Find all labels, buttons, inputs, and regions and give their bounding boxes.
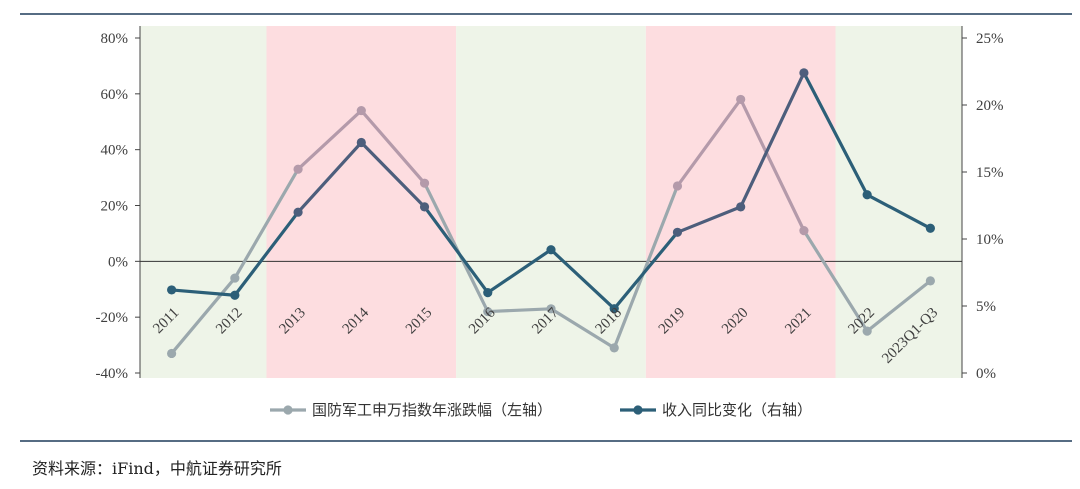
revenue-growth-point — [925, 223, 935, 233]
shaded-band-3 — [645, 26, 836, 378]
index-change-segment — [233, 167, 300, 280]
revenue-growth-point — [736, 202, 746, 212]
index-change-point — [419, 178, 430, 188]
right-axis: 25% 20% 15% 10% 5% 0% — [961, 26, 1004, 382]
right-tick-label: 20% — [976, 98, 1004, 114]
index-change-segment — [170, 276, 237, 356]
left-tick-label: 40% — [101, 143, 129, 159]
left-tick-label: 0% — [108, 254, 128, 270]
revenue-growth-point — [167, 285, 177, 295]
index-change-point — [609, 343, 619, 353]
index-change-point — [799, 226, 809, 236]
index-change-point — [167, 348, 177, 359]
revenue-growth-segment — [422, 205, 490, 295]
index-change-point — [293, 164, 303, 174]
left-tick-label: -20% — [96, 310, 129, 326]
legend-label: 国防军工申万指数年涨跌幅（左轴） — [312, 401, 552, 419]
shaded-band-2 — [456, 26, 646, 378]
index-change-point — [356, 105, 366, 116]
revenue-growth-segment — [233, 210, 300, 297]
index-change-point — [483, 306, 493, 317]
left-tick-label: 20% — [101, 199, 129, 215]
index-change-point — [862, 326, 872, 336]
revenue-growth-segment — [802, 71, 869, 197]
revenue-growth-segment — [739, 71, 806, 209]
revenue-growth-segment — [170, 288, 237, 297]
revenue-growth-segment — [359, 140, 427, 209]
left-axis: 80% 60% 40% 20% 0% -20% -40% — [96, 26, 141, 382]
right-tick-label: 0% — [976, 366, 996, 382]
left-tick-label: -40% — [96, 366, 129, 382]
index-change-point — [230, 273, 240, 283]
index-change-segment — [486, 307, 553, 314]
revenue-growth-segment — [486, 248, 553, 295]
shaded-bands — [140, 26, 962, 378]
index-change-segment — [802, 229, 869, 333]
revenue-growth-point — [483, 288, 493, 298]
shaded-band-4 — [835, 26, 962, 378]
legend-swatch-dot — [633, 405, 643, 415]
revenue-growth-point — [419, 202, 430, 212]
index-change-segment — [359, 108, 427, 185]
left-tick-label: 60% — [101, 87, 129, 103]
index-change-segment — [675, 97, 743, 188]
legend-swatch-dot — [283, 405, 293, 415]
legend: 国防军工申万指数年涨跌幅（左轴） 收入同比变化（右轴） — [270, 401, 812, 419]
right-tick-label: 25% — [976, 31, 1004, 47]
source-note: 资料来源：iFind，中航证券研究所 — [32, 459, 282, 478]
shaded-band-0 — [140, 26, 267, 378]
revenue-growth-point — [356, 137, 366, 148]
revenue-growth-point — [546, 245, 556, 255]
revenue-growth-segment — [612, 230, 680, 311]
index-change-point — [672, 181, 683, 191]
shaded-band-1 — [266, 26, 457, 378]
index-change-segment — [865, 279, 932, 333]
index-change-segment — [739, 97, 806, 233]
legend-label: 收入同比变化（右轴） — [662, 401, 812, 419]
revenue-growth-point — [799, 68, 809, 78]
right-tick-label: 15% — [976, 165, 1004, 181]
revenue-growth-segment — [675, 205, 743, 234]
index-change-point — [925, 276, 935, 286]
revenue-growth-segment — [296, 140, 363, 214]
revenue-growth-segment — [865, 193, 932, 230]
revenue-growth-point — [609, 304, 619, 314]
index-change-point — [546, 304, 556, 314]
index-change-point — [736, 94, 746, 105]
revenue-growth-point — [672, 227, 683, 237]
revenue-growth-point — [862, 190, 872, 200]
left-tick-label: 80% — [101, 31, 129, 47]
revenue-growth-point — [293, 207, 303, 217]
right-tick-label: 10% — [976, 232, 1004, 248]
revenue-growth-point — [230, 290, 240, 300]
series-lines — [167, 68, 935, 359]
index-change-segment — [612, 184, 680, 350]
index-change-segment — [549, 307, 616, 350]
right-tick-label: 5% — [976, 299, 996, 315]
revenue-growth-segment — [549, 248, 616, 311]
index-change-segment — [296, 108, 363, 171]
